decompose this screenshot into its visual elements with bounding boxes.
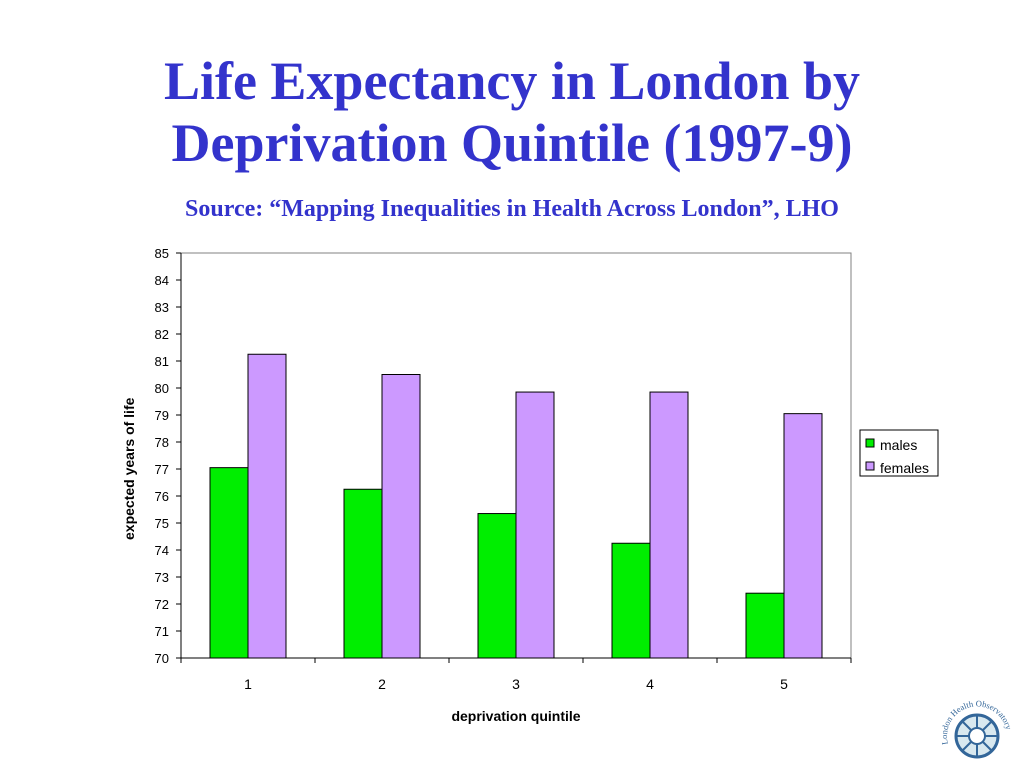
bars-group — [209, 353, 823, 659]
y-axis-label-clip: expected years of life — [121, 397, 137, 540]
bar-females-5 — [783, 413, 823, 659]
y-axis-label: expected years of life — [121, 397, 137, 540]
bar-males-4 — [611, 542, 651, 659]
bar-females-4 — [649, 391, 689, 659]
y-tick-label: 71 — [155, 624, 169, 639]
bar-males-2 — [343, 488, 383, 659]
bar-females-1 — [247, 353, 287, 659]
y-tick-label: 72 — [155, 597, 169, 612]
y-tick-label: 70 — [155, 651, 169, 666]
y-tick-label: 83 — [155, 300, 169, 315]
slide-title: Life Expectancy in London by Deprivation… — [0, 50, 1024, 174]
slide-title-line-2: Deprivation Quintile (1997-9) — [171, 113, 853, 173]
y-tick-label: 82 — [155, 327, 169, 342]
bar-males-3 — [477, 513, 517, 659]
legend-label-females: females — [880, 460, 929, 476]
legend-label-males: males — [880, 437, 917, 453]
wheel-icon — [954, 713, 1000, 759]
y-tick-label: 85 — [155, 246, 169, 261]
y-tick-label: 73 — [155, 570, 169, 585]
x-axis-label: deprivation quintile — [451, 708, 580, 724]
y-tick-label: 76 — [155, 489, 169, 504]
x-tick-label: 2 — [378, 676, 386, 692]
bar-females-2 — [381, 374, 421, 659]
y-tick-label: 81 — [155, 354, 169, 369]
bar-females-3 — [515, 391, 555, 659]
y-tick-label: 78 — [155, 435, 169, 450]
x-tick-label: 4 — [646, 676, 654, 692]
bar-males-1 — [209, 467, 249, 659]
y-tick-label: 77 — [155, 462, 169, 477]
slide-subtitle: Source: “Mapping Inequalities in Health … — [185, 196, 839, 222]
x-tick-label: 1 — [244, 676, 252, 692]
y-tick-label: 74 — [155, 543, 169, 558]
axes-group: 70 71 72 73 74 75 76 77 78 79 80 81 82 83 84 85 1 2 3 4 5 — [155, 246, 852, 692]
y-tick-label: 79 — [155, 408, 169, 423]
x-tick-label: 5 — [780, 676, 788, 692]
legend: males females — [859, 429, 939, 477]
legend-swatch-females — [865, 461, 875, 471]
x-tick-label: 3 — [512, 676, 520, 692]
london-health-observatory-logo: London Health Observatory — [939, 698, 1014, 759]
y-tick-label: 75 — [155, 516, 169, 531]
slide-title-line-1: Life Expectancy in London by — [163, 51, 861, 111]
y-tick-label: 80 — [155, 381, 169, 396]
bar-males-5 — [745, 592, 785, 659]
y-tick-label: 84 — [155, 273, 169, 288]
legend-swatch-males — [865, 438, 875, 448]
